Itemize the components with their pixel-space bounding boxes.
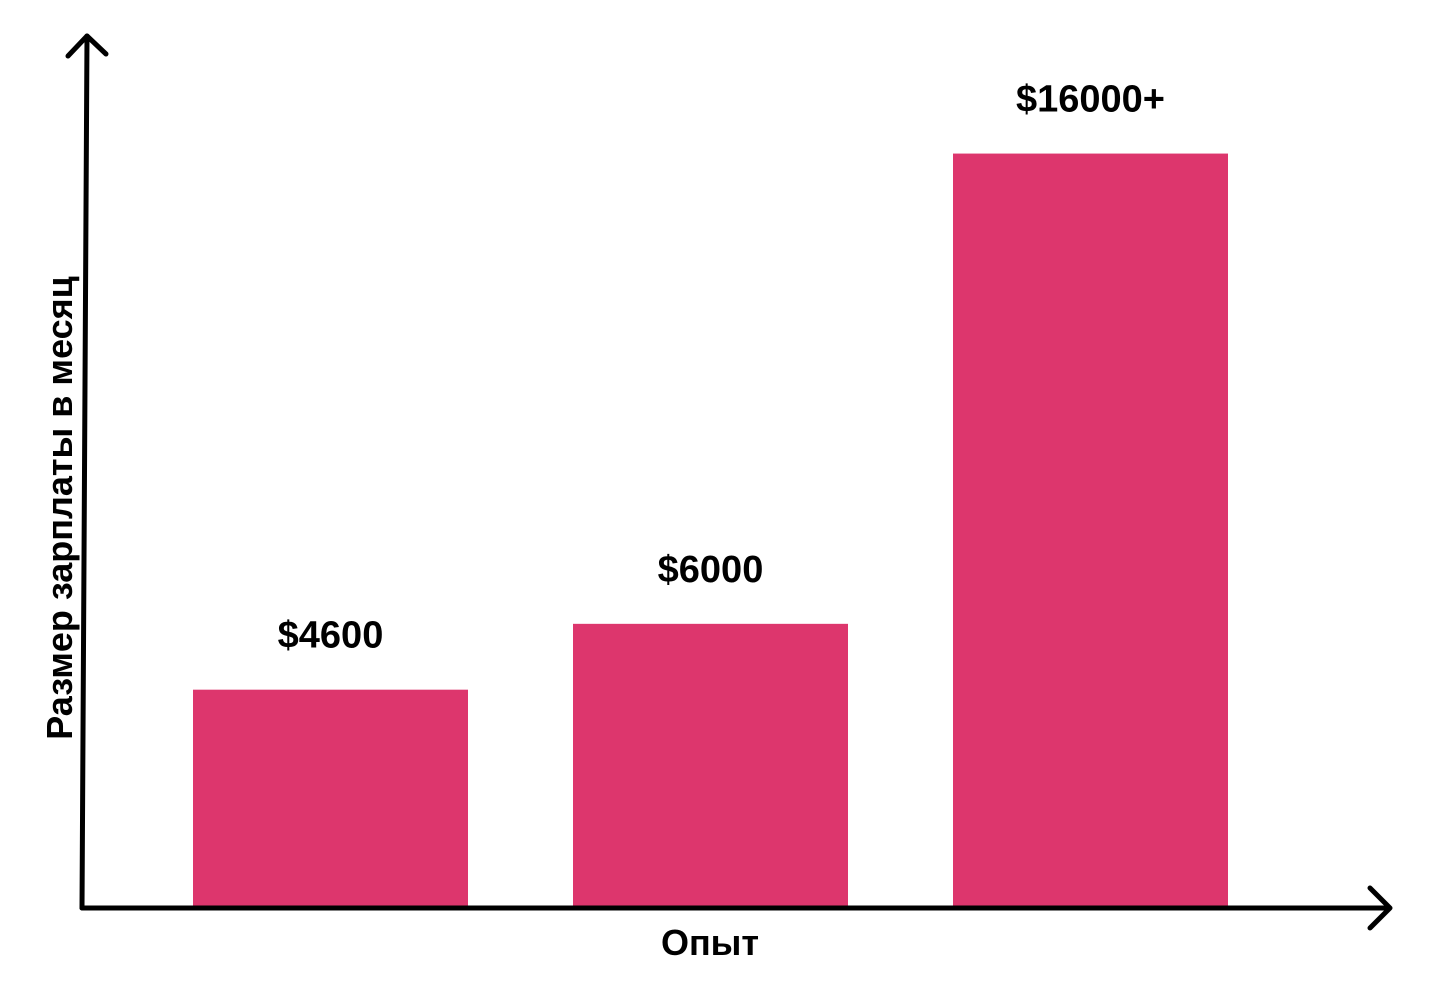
y-axis-line <box>79 33 90 911</box>
x-axis-label: Опыт <box>661 922 759 963</box>
bar-3 <box>953 153 1228 906</box>
x-axis-arrowhead <box>1367 885 1393 931</box>
bar-1 <box>193 689 468 906</box>
data-labels-group: $4600 $6000 $16000+ <box>278 79 1165 657</box>
bar-2 <box>573 623 848 906</box>
bars-group <box>193 153 1228 906</box>
data-label-3: $16000+ <box>1016 79 1165 121</box>
data-label-1: $4600 <box>278 615 384 657</box>
y-axis-arrowhead <box>65 33 109 59</box>
data-label-2: $6000 <box>658 549 764 591</box>
y-axis-label: Размер зарплаты в месяц <box>39 276 80 740</box>
